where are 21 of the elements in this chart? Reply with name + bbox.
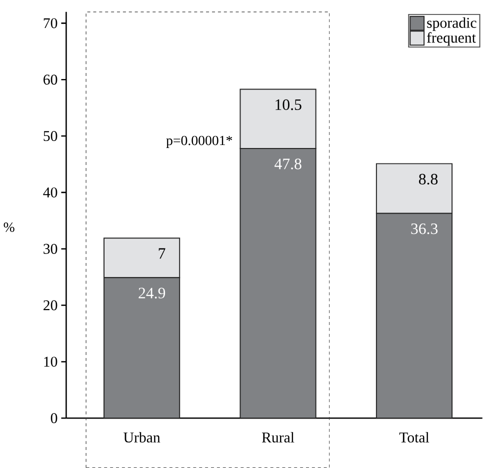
y-tick-label: 30 bbox=[44, 244, 58, 254]
y-tick-label: 50 bbox=[44, 130, 58, 141]
legend-label: sporadic bbox=[427, 17, 476, 31]
y-tick-label: 60 bbox=[44, 74, 58, 85]
x-tick-label: Urban bbox=[124, 432, 160, 442]
data-label: 10.5 bbox=[276, 99, 302, 110]
y-tick-label: 0 bbox=[50, 413, 58, 424]
y-tick-label: 70 bbox=[44, 18, 58, 28]
data-label: 36.3 bbox=[411, 223, 438, 234]
annotation: p=0.00001* bbox=[166, 136, 232, 148]
data-label: 47.8 bbox=[274, 158, 302, 170]
y-tick-label: 10 bbox=[44, 356, 58, 367]
x-tick-label: Rural bbox=[262, 432, 294, 442]
data-label: 7 bbox=[158, 248, 166, 259]
x-tick-label: Total bbox=[399, 432, 430, 442]
y-tick-label: 20 bbox=[44, 300, 58, 310]
y-axis-title: % bbox=[4, 222, 14, 232]
legend-label: frequent bbox=[426, 32, 476, 46]
data-label: 8.8 bbox=[418, 174, 438, 185]
data-label: 24.9 bbox=[138, 288, 166, 298]
y-tick-label: 40 bbox=[43, 187, 58, 198]
